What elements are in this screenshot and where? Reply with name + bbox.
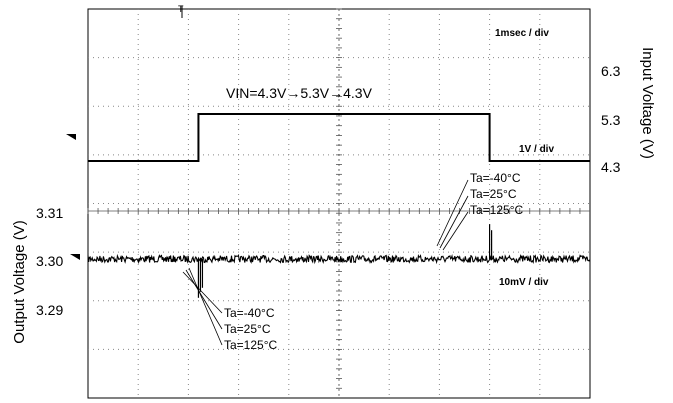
right-tick-label: 5.3 <box>601 112 621 128</box>
left-tick-label: 3.31 <box>36 205 63 221</box>
temperature-label: Ta=-40°C <box>470 171 521 185</box>
output-scale-label: 10mV / div <box>499 277 549 288</box>
output-voltage-trace <box>87 253 591 265</box>
output-channel-marker <box>70 254 80 260</box>
temperature-labels-top: Ta=-40°C Ta=25°C Ta=125°C <box>470 171 524 217</box>
right-tick-label: 6.3 <box>601 63 621 79</box>
right-tick-label: 4.3 <box>601 159 621 175</box>
temperature-label: Ta=-40°C <box>224 306 275 320</box>
transient-spikes <box>197 224 493 298</box>
temperature-label: Ta=125°C <box>470 203 524 217</box>
left-axis-ticks: 3.31 3.30 3.29 <box>36 205 63 318</box>
temperature-leader-lines-top <box>436 179 469 251</box>
left-axis-title: Output Voltage (V) <box>11 220 28 343</box>
temperature-label: Ta=25°C <box>470 187 517 201</box>
trigger-marker-label: T <box>178 4 184 14</box>
center-axes <box>87 8 590 398</box>
right-axis-ticks: 6.3 5.3 4.3 <box>601 63 621 175</box>
temperature-labels-bottom: Ta=-40°C Ta=25°C Ta=125°C <box>224 306 278 352</box>
temperature-label: Ta=125°C <box>224 338 278 352</box>
temperature-leader-lines-bottom <box>182 267 223 346</box>
trigger-marker: T <box>178 4 184 18</box>
input-channel-marker <box>66 134 76 140</box>
temperature-label: Ta=25°C <box>224 322 271 336</box>
right-axis-title: Input Voltage (V) <box>639 47 656 159</box>
input-scale-label: 1V / div <box>519 144 554 155</box>
input-step-annotation: VIN=4.3V→5.3V→4.3V <box>226 85 373 101</box>
input-voltage-trace <box>88 113 590 162</box>
left-tick-label: 3.29 <box>36 302 63 318</box>
time-scale-label: 1msec / div <box>495 28 549 39</box>
left-tick-label: 3.30 <box>36 253 63 269</box>
